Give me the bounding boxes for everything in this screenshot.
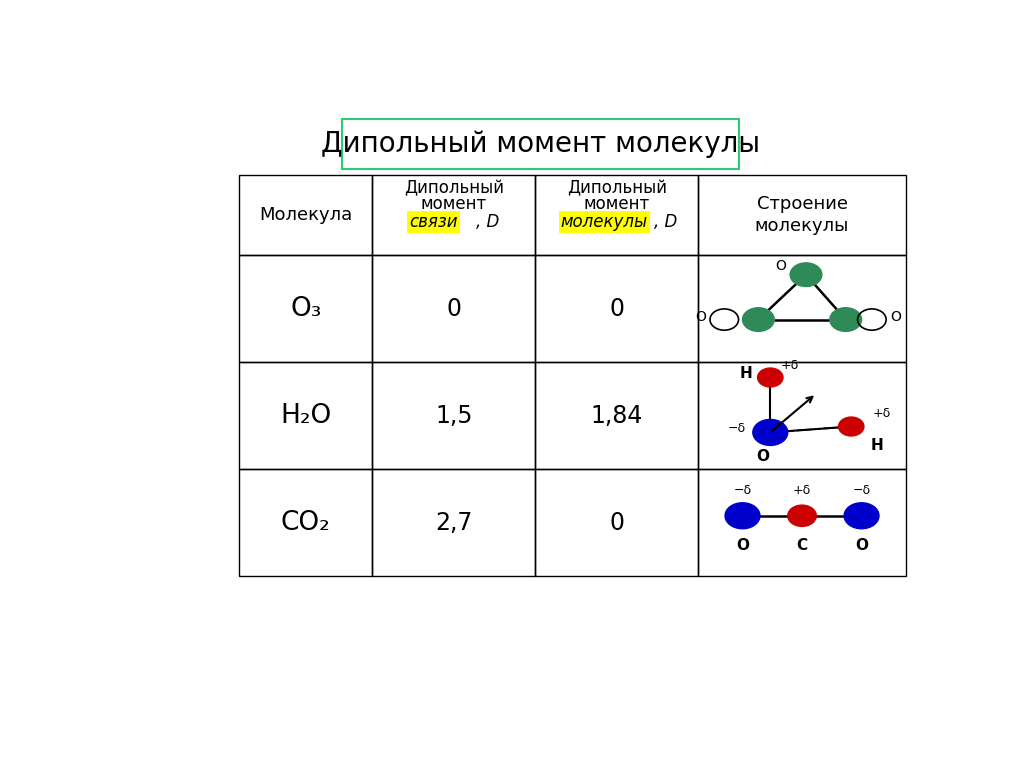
Bar xyxy=(698,175,905,255)
Text: O₃: O₃ xyxy=(290,296,322,322)
Text: O: O xyxy=(890,310,901,324)
Bar xyxy=(373,255,536,362)
Text: +δ: +δ xyxy=(793,485,811,498)
Text: момент: момент xyxy=(584,196,650,213)
Bar xyxy=(698,255,905,362)
Text: молекулы: молекулы xyxy=(755,217,849,235)
Text: −δ: −δ xyxy=(728,423,746,436)
Circle shape xyxy=(791,263,822,287)
Text: Дипольный: Дипольный xyxy=(403,179,504,197)
Circle shape xyxy=(725,502,760,528)
Text: H₂O: H₂O xyxy=(281,403,332,429)
Text: молекулы: молекулы xyxy=(560,213,648,231)
Text: C: C xyxy=(797,538,808,553)
Text: H: H xyxy=(870,438,883,453)
Text: 0: 0 xyxy=(446,297,462,321)
Circle shape xyxy=(753,420,787,446)
Text: O: O xyxy=(775,259,786,273)
Text: 0: 0 xyxy=(609,297,625,321)
Bar xyxy=(373,175,536,255)
Text: 1,84: 1,84 xyxy=(591,404,643,428)
Text: CO₂: CO₂ xyxy=(281,510,331,536)
Text: O: O xyxy=(756,449,769,463)
Circle shape xyxy=(844,502,879,528)
Text: +δ: +δ xyxy=(781,359,800,372)
Circle shape xyxy=(787,505,816,526)
Bar xyxy=(698,362,905,469)
Bar xyxy=(240,255,373,362)
Circle shape xyxy=(829,308,861,331)
Bar xyxy=(373,362,536,469)
Text: Молекула: Молекула xyxy=(259,206,352,224)
Text: O: O xyxy=(695,310,706,324)
Text: момент: момент xyxy=(421,196,487,213)
Text: −δ: −δ xyxy=(733,485,752,498)
Text: O: O xyxy=(736,538,749,553)
Text: Дипольный момент молекулы: Дипольный момент молекулы xyxy=(322,130,760,158)
Text: 2,7: 2,7 xyxy=(435,511,473,535)
Bar xyxy=(536,362,698,469)
Text: 0: 0 xyxy=(609,511,625,535)
Bar xyxy=(240,469,373,576)
Text: −δ: −δ xyxy=(853,485,870,498)
Bar xyxy=(373,469,536,576)
Bar xyxy=(536,255,698,362)
Text: , D: , D xyxy=(475,213,499,231)
Bar xyxy=(536,175,698,255)
Text: Дипольный: Дипольный xyxy=(567,179,667,197)
Bar xyxy=(240,362,373,469)
Text: O: O xyxy=(855,538,868,553)
Text: , D: , D xyxy=(654,213,678,231)
Text: связи: связи xyxy=(409,213,458,231)
Circle shape xyxy=(839,417,864,436)
Circle shape xyxy=(758,368,783,387)
Circle shape xyxy=(742,308,774,331)
FancyBboxPatch shape xyxy=(342,119,739,169)
Bar xyxy=(698,469,905,576)
Bar xyxy=(240,175,373,255)
Bar xyxy=(536,469,698,576)
Text: H: H xyxy=(740,367,753,381)
Text: Строение: Строение xyxy=(757,196,848,213)
Text: +δ: +δ xyxy=(872,407,891,420)
Text: 1,5: 1,5 xyxy=(435,404,473,428)
